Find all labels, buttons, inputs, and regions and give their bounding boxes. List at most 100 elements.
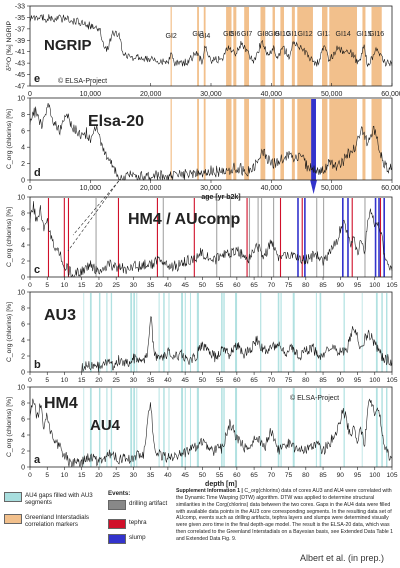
x-tick-label: 60 bbox=[233, 472, 241, 479]
x-tick-label: 0 bbox=[28, 377, 32, 384]
au4-gap-mark bbox=[133, 388, 136, 467]
au4-gap-mark bbox=[381, 293, 383, 372]
tephra-mark bbox=[193, 198, 195, 277]
gi-label-gi11: GI11 bbox=[286, 31, 301, 38]
x-tick-label: 60,000 bbox=[381, 91, 400, 98]
gi-label-gi10: GI10 bbox=[275, 31, 290, 38]
gi-band-gi7 bbox=[244, 99, 250, 180]
panel-title-a: HM4 bbox=[44, 395, 78, 412]
au4-gap-mark bbox=[189, 293, 191, 372]
au4-gap-mark bbox=[181, 388, 184, 467]
gi-label-gi13: GI13 bbox=[317, 31, 332, 38]
x-tick-label: 90 bbox=[337, 282, 345, 289]
x-tick-label: 60 bbox=[233, 282, 241, 289]
gi-band-gi11 bbox=[291, 7, 295, 86]
au4-gap-mark bbox=[315, 388, 317, 467]
au4-gap-mark bbox=[136, 293, 138, 372]
gi-band-gi6 bbox=[233, 7, 237, 86]
gi-band-gi11 bbox=[291, 99, 295, 180]
x-tick-label: 20,000 bbox=[140, 91, 162, 98]
x-tick-label: 0 bbox=[28, 185, 32, 192]
gi-band-gi5 bbox=[226, 99, 232, 180]
tephra-mark bbox=[379, 198, 382, 277]
gi-label-gi4: GI4 bbox=[199, 33, 210, 40]
legend-swatch-au4-gaps bbox=[4, 492, 22, 502]
x-tick-label: 40 bbox=[164, 377, 172, 384]
x-tick-label: 85 bbox=[319, 282, 327, 289]
x-tick-label: 65 bbox=[250, 377, 258, 384]
drilling-artifact-mark bbox=[316, 198, 318, 277]
watermark-e: © ELSA-Project bbox=[58, 77, 107, 85]
au4-gap-mark bbox=[319, 293, 322, 372]
x-tick-label: 95 bbox=[354, 282, 362, 289]
y-axis-label-a: C_org (chlorins) [%] bbox=[6, 397, 13, 457]
y-tick-label: -47 bbox=[15, 84, 25, 91]
tephra-mark bbox=[63, 198, 65, 277]
x-tick-label: 40 bbox=[164, 282, 172, 289]
au4-gap-mark bbox=[280, 293, 282, 372]
x-tick-label: 50 bbox=[199, 377, 207, 384]
au4-gap-mark bbox=[158, 293, 160, 372]
x-tick-label: 0 bbox=[28, 472, 32, 479]
legend-events-title: Events: bbox=[108, 490, 131, 497]
gi-band-gi14 bbox=[329, 99, 358, 180]
y-tick-label: 10 bbox=[17, 290, 25, 297]
tephra-mark bbox=[67, 198, 70, 277]
x-tick-label: 30,000 bbox=[200, 91, 222, 98]
gi-band-gi2 bbox=[170, 99, 172, 180]
y-tick-label: 2 bbox=[21, 449, 25, 456]
y-tick-label: 0 bbox=[21, 275, 25, 282]
y-tick-label: -33 bbox=[15, 4, 25, 11]
x-tick-label: 35 bbox=[147, 472, 155, 479]
x-tick-label: 80 bbox=[302, 472, 310, 479]
x-tick-label: 95 bbox=[354, 472, 362, 479]
au4-gap-mark bbox=[221, 293, 223, 372]
au4-gap-mark bbox=[375, 388, 378, 467]
gi-label-gi12: GI12 bbox=[298, 31, 313, 38]
au4-gap-mark bbox=[361, 388, 363, 467]
x-tick-label: 85 bbox=[319, 472, 327, 479]
x-tick-label: 75 bbox=[285, 282, 293, 289]
x-tick-label: 35 bbox=[147, 282, 155, 289]
x-tick-label: 45 bbox=[181, 472, 189, 479]
x-tick-label: 100 bbox=[369, 282, 380, 289]
legend-label-au4-gaps: AU4 gaps filled with AU3 segments bbox=[25, 492, 93, 506]
data-series-d bbox=[29, 103, 393, 181]
x-tick-label: 70 bbox=[268, 472, 276, 479]
au4-gap-mark bbox=[184, 293, 186, 372]
y-tick-label: 4 bbox=[21, 338, 25, 345]
data-series-c bbox=[29, 201, 393, 278]
x-tick-label: 30 bbox=[130, 282, 138, 289]
gi-band-gi12 bbox=[297, 7, 313, 86]
tephra-mark bbox=[301, 198, 303, 277]
gi-band-gi8 bbox=[260, 7, 266, 86]
au4-gap-mark bbox=[106, 388, 108, 467]
drilling-artifact-mark bbox=[273, 198, 275, 277]
x-tick-label: 30 bbox=[130, 377, 138, 384]
legend-label-gi-markers: Greenland Interstadials correlation mark… bbox=[25, 514, 89, 528]
y-tick-label: 2 bbox=[21, 354, 25, 361]
y-axis-label-d: C_org (chlorins) [%] bbox=[6, 109, 13, 169]
slump-mark bbox=[374, 198, 377, 277]
au4-gap-mark bbox=[89, 388, 92, 467]
au4-gap-mark bbox=[98, 293, 101, 372]
drilling-artifact-mark bbox=[364, 198, 366, 277]
plot-frame-a bbox=[29, 386, 393, 468]
au4-gap-mark bbox=[280, 388, 282, 467]
gi-band-gi16 bbox=[371, 99, 382, 180]
legend-swatch-slump bbox=[108, 534, 126, 544]
au4-gap-mark bbox=[381, 388, 383, 467]
x-tick-label: 90 bbox=[337, 472, 345, 479]
gi-band-gi9 bbox=[272, 99, 275, 180]
au4-gap-mark bbox=[386, 293, 388, 372]
x-tick-label: 45 bbox=[181, 377, 189, 384]
tephra-mark bbox=[279, 198, 282, 277]
x-tick-label: 60 bbox=[233, 377, 241, 384]
y-tick-label: 6 bbox=[21, 417, 25, 424]
gi-label-gi5: GI5 bbox=[223, 31, 234, 38]
y-tick-label: -35 bbox=[15, 15, 25, 22]
x-tick-label: 55 bbox=[216, 472, 224, 479]
y-tick-label: 4 bbox=[21, 243, 25, 250]
legend-label-tephra: tephra bbox=[129, 519, 147, 526]
panel-title-b: AU3 bbox=[44, 307, 76, 324]
